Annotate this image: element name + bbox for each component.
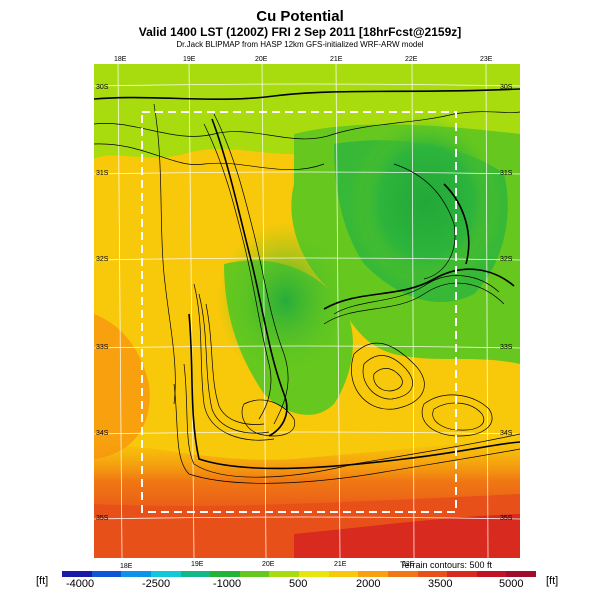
colorbar-swatch: [358, 571, 388, 577]
map-credit: Dr.Jack BLIPMAP from HASP 12km GFS-initi…: [176, 40, 424, 49]
lat-label-right: 30S: [500, 84, 513, 91]
lon-label-top: 18E: [114, 56, 127, 63]
lat-label-right: 31S: [500, 170, 513, 177]
colorbar-label: -1000: [213, 578, 242, 590]
lat-label-right: 33S: [500, 344, 513, 351]
lon-label-bottom: 20E: [262, 561, 275, 568]
colorbar-swatch: [417, 571, 448, 577]
lat-label-left: 35S: [96, 515, 109, 522]
colorbar-swatch: [210, 571, 240, 577]
lon-label-top: 21E: [330, 56, 343, 63]
colorbar-swatch: [387, 571, 418, 577]
cu-potential-map: [94, 64, 520, 558]
lon-label-top: 22E: [405, 56, 418, 63]
colorbar-label: 2000: [356, 578, 381, 590]
colorbar-label: -4000: [66, 578, 95, 590]
colorbar-label: 500: [289, 578, 308, 590]
colorbar-swatch: [328, 571, 359, 577]
colorbar-label: 5000: [499, 578, 524, 590]
colorbar-swatch: [269, 571, 299, 577]
terrain-contours-note: Terrain contours: 500 ft: [400, 560, 493, 570]
map-subtitle: Valid 1400 LST (1200Z) FRI 2 Sep 2011 [1…: [138, 25, 462, 39]
colorbar-unit-left: [ft]: [36, 575, 49, 587]
colorbar-swatch: [180, 571, 211, 577]
lon-label-top: 20E: [255, 56, 268, 63]
lon-label-bottom: 22E: [402, 561, 415, 568]
colorbar: [62, 571, 536, 577]
lon-label-bottom: 21E: [334, 561, 347, 568]
colorbar-swatch: [121, 571, 151, 577]
colorbar-swatch: [239, 571, 270, 577]
colorbar-label: -2500: [142, 578, 171, 590]
lon-label-bottom: 18E: [120, 563, 133, 570]
lat-label-left: 32S: [96, 256, 109, 263]
colorbar-swatch: [62, 571, 92, 577]
lat-label-left: 30S: [96, 84, 109, 91]
lon-label-bottom: 19E: [191, 561, 204, 568]
colorbar-swatch: [150, 571, 181, 577]
lat-label-left: 31S: [96, 170, 109, 177]
colorbar-swatch: [506, 571, 536, 577]
colorbar-label: 3500: [428, 578, 453, 590]
colorbar-swatch: [299, 571, 329, 577]
map-title: Cu Potential: [256, 8, 344, 25]
lat-label-left: 33S: [96, 344, 109, 351]
lon-label-top: 19E: [183, 56, 196, 63]
lat-label-right: 34S: [500, 430, 513, 437]
colorbar-unit-right: [ft]: [546, 575, 559, 587]
colorbar-swatch: [476, 571, 507, 577]
colorbar-swatch: [447, 571, 477, 577]
lon-label-top: 23E: [480, 56, 493, 63]
lat-label-right: 32S: [500, 256, 513, 263]
lat-label-left: 34S: [96, 430, 109, 437]
lat-label-right: 35S: [500, 515, 513, 522]
colorbar-swatch: [91, 571, 122, 577]
